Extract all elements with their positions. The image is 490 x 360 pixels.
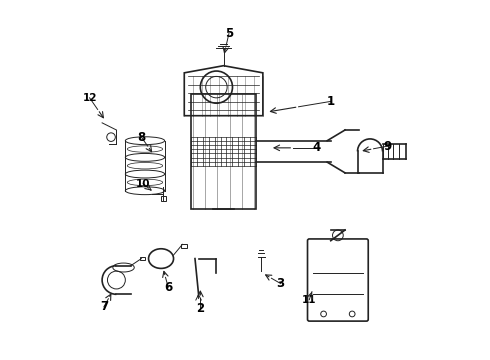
Text: 6: 6: [164, 281, 172, 294]
FancyBboxPatch shape: [140, 257, 145, 260]
Text: 2: 2: [196, 302, 204, 315]
Text: 4: 4: [312, 141, 320, 154]
FancyBboxPatch shape: [181, 244, 187, 248]
FancyBboxPatch shape: [308, 239, 368, 321]
Text: 5: 5: [225, 27, 233, 40]
Text: 1: 1: [327, 95, 335, 108]
FancyBboxPatch shape: [192, 94, 256, 208]
Text: 7: 7: [100, 300, 108, 313]
Text: 10: 10: [136, 179, 150, 189]
Text: 3: 3: [277, 277, 285, 290]
Text: 8: 8: [137, 131, 146, 144]
FancyBboxPatch shape: [161, 196, 167, 202]
Text: 9: 9: [384, 140, 392, 153]
Text: 12: 12: [82, 93, 97, 103]
Text: 11: 11: [302, 295, 317, 305]
